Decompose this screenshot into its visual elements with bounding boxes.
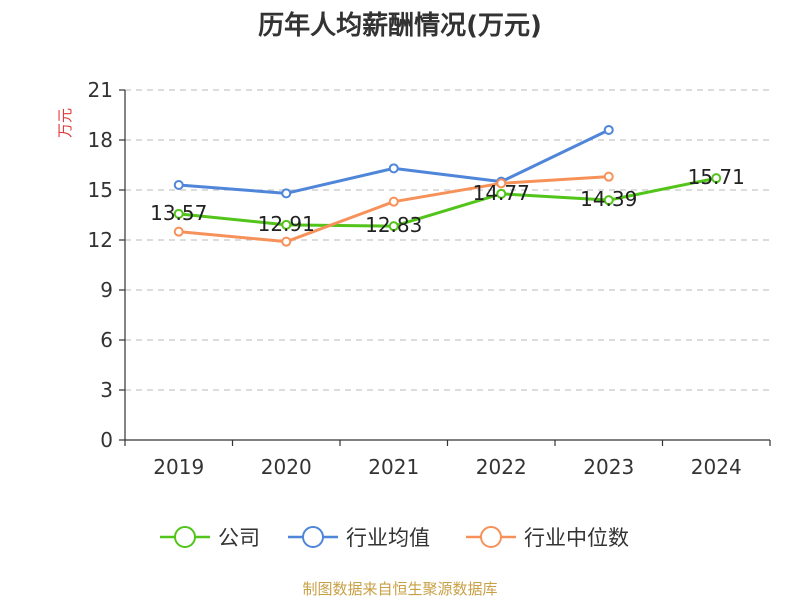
- y-tick-label: 12: [88, 228, 113, 252]
- data-point: [603, 195, 614, 206]
- data-label: 12.83: [365, 213, 422, 237]
- data-label: 14.39: [580, 187, 637, 211]
- data-point: [173, 226, 184, 237]
- legend-item-label: 行业均值: [346, 526, 430, 550]
- y-tick-label: 18: [88, 128, 113, 152]
- x-tick-label: 2024: [691, 455, 742, 479]
- data-point: [603, 171, 614, 182]
- y-tick-label: 3: [100, 378, 113, 402]
- y-tick-label: 9: [100, 278, 113, 302]
- data-point: [281, 188, 292, 199]
- data-point: [281, 236, 292, 247]
- x-tick-label: 2023: [583, 455, 634, 479]
- data-label: 15.71: [688, 165, 745, 189]
- data-label: 13.57: [150, 201, 207, 225]
- data-point: [388, 221, 399, 232]
- data-point: [603, 125, 614, 135]
- series-line-0: [178, 176, 717, 228]
- series-lines: [173, 125, 722, 247]
- data-point: [173, 180, 184, 190]
- chart-title: 历年人均薪酬情况(万元): [258, 10, 542, 41]
- data-labels: 13.57 12.91 12.83 14.77 14.39 15.71: [150, 165, 745, 237]
- legend-marker: [302, 526, 324, 548]
- x-tick-label: 2022: [476, 455, 527, 479]
- y-tick-label: 21: [88, 78, 113, 102]
- legend: 公司 行业均值 行业中位数: [160, 526, 629, 550]
- axes: 0 3 6 9 12 15 18 21 2019 2020 2021 2022 2023 2024: [88, 78, 771, 479]
- data-point: [711, 173, 722, 184]
- data-label: 14.77: [473, 181, 530, 205]
- legend-marker: [174, 526, 196, 548]
- data-point: [496, 178, 507, 189]
- y-tick-label: 15: [88, 178, 113, 202]
- y-axis-label: 万元: [56, 108, 74, 138]
- data-point: [281, 219, 292, 230]
- legend-item-label: 行业中位数: [524, 526, 629, 550]
- data-point: [388, 163, 399, 174]
- source-note: 制图数据来自恒生聚源数据库: [302, 580, 497, 598]
- data-point: [173, 208, 184, 219]
- data-point: [496, 188, 507, 199]
- data-label: 12.91: [258, 212, 315, 236]
- x-tick-label: 2020: [261, 455, 312, 479]
- grid-lines: [125, 89, 770, 391]
- x-tick-label: 2021: [368, 455, 419, 479]
- y-tick-label: 0: [100, 428, 113, 452]
- legend-marker: [480, 526, 502, 548]
- y-tick-label: 6: [100, 328, 113, 352]
- legend-item-label: 公司: [218, 526, 260, 550]
- x-tick-label: 2019: [153, 455, 204, 479]
- data-point: [388, 196, 399, 207]
